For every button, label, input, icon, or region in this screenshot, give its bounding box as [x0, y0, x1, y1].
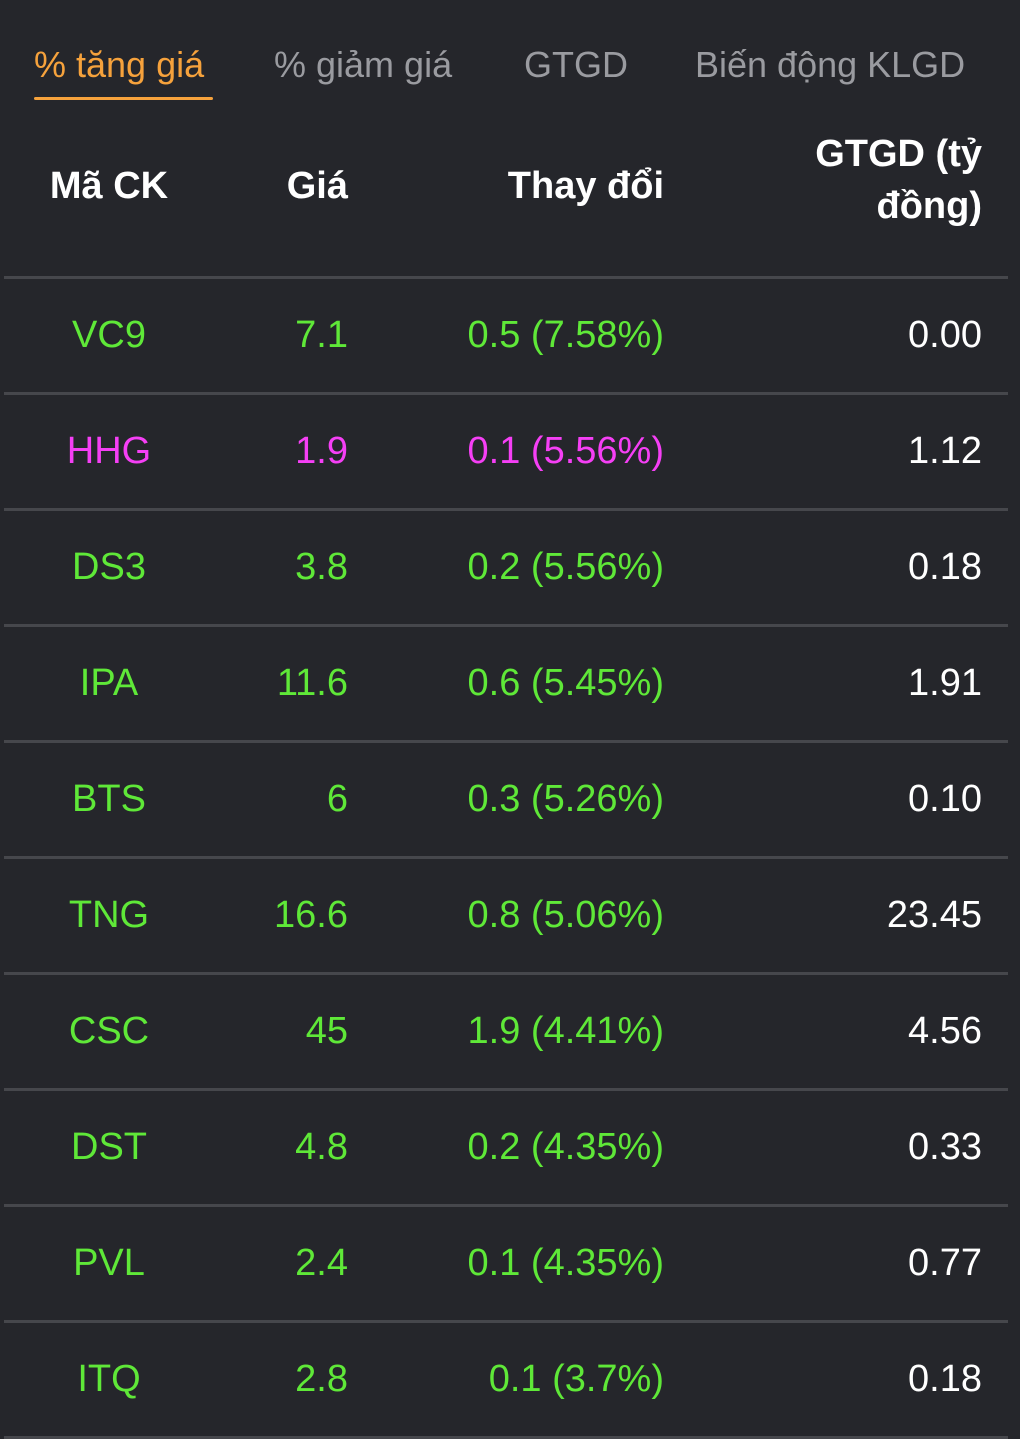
cell-symbol: ITQ	[77, 1358, 141, 1400]
cell-symbol: VC9	[72, 314, 146, 356]
table-row[interactable]: DST 4.8 0.2 (4.35%) 0.33	[4, 1091, 1008, 1207]
cell-price: 7.1	[295, 314, 348, 356]
tab-bar: % tăng giá % giảm giá GTGD Biến động KLG…	[0, 0, 1020, 110]
cell-symbol: DST	[71, 1126, 147, 1168]
cell-trading-value: 0.18	[908, 1358, 982, 1400]
tab-top-gainers[interactable]: % tăng giá	[34, 44, 205, 85]
cell-change: 0.5 (7.58%)	[467, 314, 664, 356]
header-trading-value: GTGD (tỷ đồng)	[744, 128, 982, 232]
header-price: Giá	[286, 165, 348, 207]
cell-symbol: TNG	[68, 894, 150, 936]
cell-trading-value: 23.45	[886, 894, 982, 936]
cell-trading-value: 4.56	[908, 1010, 982, 1052]
cell-change: 0.3 (5.26%)	[467, 778, 664, 820]
cell-symbol: DS3	[72, 546, 146, 588]
cell-change: 0.1 (3.7%)	[488, 1358, 664, 1400]
tab-volume-change[interactable]: Biến động KLGD	[695, 44, 966, 85]
tab-top-losers[interactable]: % giảm giá	[274, 44, 453, 85]
cell-change: 0.1 (4.35%)	[467, 1242, 664, 1284]
header-change: Thay đổi	[507, 165, 664, 207]
cell-trading-value: 0.10	[908, 778, 982, 820]
cell-change: 0.2 (4.35%)	[467, 1126, 664, 1168]
cell-symbol: HHG	[66, 430, 152, 472]
cell-change: 1.9 (4.41%)	[467, 1010, 664, 1052]
active-tab-underline	[34, 97, 213, 100]
cell-trading-value: 0.00	[908, 314, 982, 356]
cell-price: 6	[326, 778, 348, 820]
cell-trading-value: 0.77	[908, 1242, 982, 1284]
cell-price: 16.6	[274, 894, 348, 936]
table-header: Mã CK Giá Thay đổi GTGD (tỷ đồng)	[4, 120, 1008, 279]
table-row[interactable]: BTS 6 0.3 (5.26%) 0.10	[4, 743, 1008, 859]
cell-change: 0.2 (5.56%)	[467, 546, 664, 588]
header-symbol: Mã CK	[49, 165, 169, 207]
table-row[interactable]: HHG 1.9 0.1 (5.56%) 1.12	[4, 395, 1008, 511]
cell-symbol: PVL	[73, 1242, 145, 1284]
table-body: VC9 7.1 0.5 (7.58%) 0.00 HHG 1.9 0.1 (5.56%) 1.…	[4, 279, 1008, 1439]
table-row[interactable]: CSC 45 1.9 (4.41%) 4.56	[4, 975, 1008, 1091]
tab-trading-value[interactable]: GTGD	[524, 44, 628, 85]
table-row[interactable]: DS3 3.8 0.2 (5.56%) 0.18	[4, 511, 1008, 627]
cell-price: 11.6	[276, 662, 348, 704]
cell-symbol: BTS	[72, 778, 146, 820]
cell-price: 45	[305, 1010, 348, 1052]
header-trading-value-line1: GTGD (tỷ	[815, 133, 982, 175]
cell-symbol: CSC	[68, 1010, 150, 1052]
cell-price: 2.8	[295, 1358, 348, 1400]
stock-table: Mã CK Giá Thay đổi GTGD (tỷ đồng) VC9 7.1…	[4, 120, 1008, 1439]
cell-price: 2.4	[295, 1242, 348, 1284]
header-trading-value-line2: đồng)	[876, 185, 982, 227]
cell-trading-value: 1.91	[908, 662, 982, 704]
cell-price: 4.8	[295, 1126, 348, 1168]
table-row[interactable]: IPA 11.6 0.6 (5.45%) 1.91	[4, 627, 1008, 743]
table-row[interactable]: TNG 16.6 0.8 (5.06%) 23.45	[4, 859, 1008, 975]
cell-symbol: IPA	[79, 662, 139, 704]
cell-trading-value: 0.33	[908, 1126, 982, 1168]
cell-price: 1.9	[295, 430, 348, 472]
table-row[interactable]: ITQ 2.8 0.1 (3.7%) 0.18	[4, 1323, 1008, 1439]
table-row[interactable]: VC9 7.1 0.5 (7.58%) 0.00	[4, 279, 1008, 395]
cell-price: 3.8	[295, 546, 348, 588]
cell-trading-value: 1.12	[908, 430, 982, 472]
cell-change: 0.1 (5.56%)	[467, 430, 664, 472]
cell-change: 0.8 (5.06%)	[467, 894, 664, 936]
cell-change: 0.6 (5.45%)	[467, 662, 664, 704]
table-row[interactable]: PVL 2.4 0.1 (4.35%) 0.77	[4, 1207, 1008, 1323]
cell-trading-value: 0.18	[908, 546, 982, 588]
